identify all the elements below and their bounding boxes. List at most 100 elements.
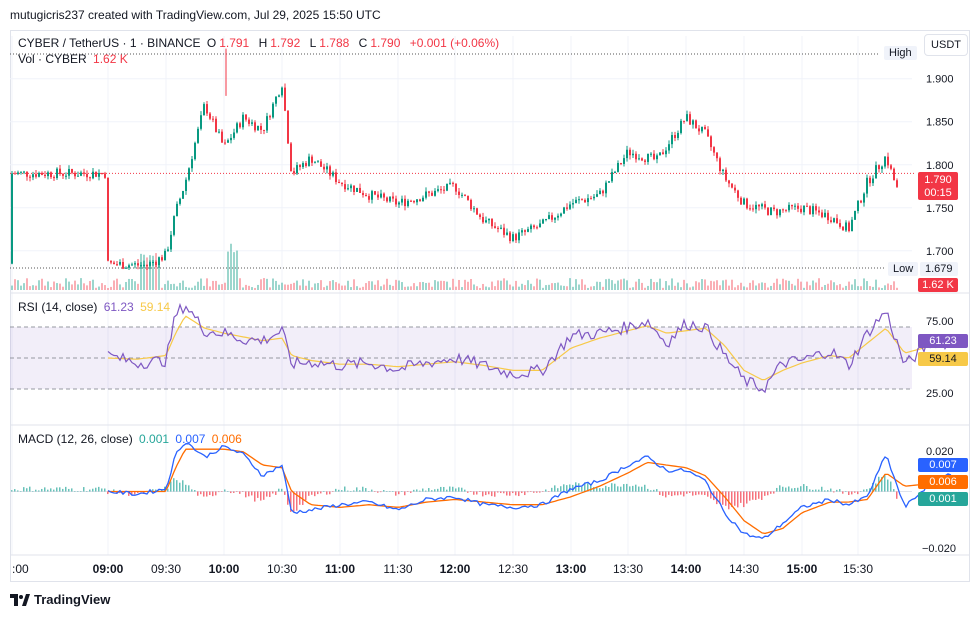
candle-body [524,230,526,232]
candle-body [857,200,859,212]
macd-histogram-bar [209,491,211,496]
macd-histogram-bar [431,490,433,492]
macd-histogram-bar [746,491,748,504]
macd-histogram-bar [755,491,757,500]
open-value: 1.791 [219,36,250,50]
volume-bar [731,279,733,290]
time-tick-label: :00 [12,562,29,576]
symbol-title[interactable]: CYBER / TetherUS · 1 · BINANCE [18,36,201,50]
change-value: +0.001 (+0.06%) [409,36,500,50]
volume-bar [170,284,172,290]
macd-histogram-bar [662,491,664,496]
volume-bar [512,286,514,290]
candle-body [56,168,58,179]
volume-bar [122,287,124,290]
volume-bar [896,287,898,290]
high-value: 1.792 [270,36,301,50]
candle-body [737,190,739,198]
candle-body [425,191,427,198]
macd-histogram-bar [191,489,193,492]
candle-body [725,169,727,181]
currency-button[interactable]: USDT [924,34,968,56]
volume-bars [11,243,898,290]
candle-body [407,200,409,207]
price-axis: 1.700 1.750 1.800 1.850 1.900 [926,74,954,258]
macd-histogram-bar [842,491,844,494]
candle-body [641,158,643,161]
volume-bar [818,278,820,290]
macd-histogram-bar [602,488,604,492]
macd-histogram-bar [833,491,835,493]
macd-histogram-bar [629,486,631,492]
time-axis: :00 09:00 09:30 10:00 10:30 11:00 11:30 12:00 12… [10,554,970,576]
macd-histogram-bar [830,488,832,492]
macd-legend-value: 0.007 [175,432,206,446]
volume-bar [689,287,691,290]
candle-body [257,125,259,131]
candle-body [89,177,91,179]
candle-body [788,204,790,211]
candle-body [179,198,181,204]
candle-body [251,122,253,124]
candle-body [95,171,97,177]
candle-body [854,211,856,220]
macd-histogram-bar [872,482,874,492]
macd-histogram-bar [359,490,361,492]
volume-bar [68,281,70,290]
candle-body [437,189,439,191]
tradingview-logo[interactable]: TradingView [10,592,110,607]
candle-body [428,191,430,193]
macd-histogram-bar [350,490,352,492]
candle-body [860,200,862,203]
volume-bar [884,285,886,290]
volume-bar [284,284,286,290]
macd-histogram-bar [527,491,529,493]
volume-bar [434,280,436,290]
volume-bar [23,283,25,290]
candle-body [821,212,823,218]
volume-bar [752,280,754,290]
volume-bar [566,286,568,290]
macd-histogram-bar [290,491,292,512]
volume-bar [857,286,859,290]
candle-body [185,179,187,191]
volume-bar [851,284,853,290]
candle-body [398,202,400,205]
time-tick-label: 10:00 [209,562,240,576]
macd-histogram-bar [155,489,157,492]
candle-body [230,137,232,141]
macd-histogram-bar [29,486,31,492]
candle-body [626,149,628,159]
macd-histogram-bar [182,480,184,492]
candle-body [134,263,136,265]
candle-body [86,173,88,178]
macd-histogram-bar [701,491,703,495]
macd-histogram-bar [599,488,601,492]
macd-histogram-bar [482,491,484,497]
candle-body [548,215,550,220]
volume-bar [269,287,271,290]
macd-histogram-bar [41,488,43,492]
macd-histogram-bar [221,491,223,492]
price-tick-label: 1.700 [926,246,954,258]
rsi-ma-badge: 59.14 [918,352,968,366]
macd-histogram-bar [869,488,871,492]
volume-bar [488,287,490,290]
volume-bar [815,282,817,290]
candle-body [395,198,397,205]
candle-body [167,249,169,251]
macd-histogram-bar [866,489,868,492]
last-price-badge: 1.790 00:15 [918,172,958,200]
volume-bar [329,281,331,290]
macd-pane [10,424,970,540]
macd-histogram-bar [791,488,793,492]
volume-bar [167,280,169,290]
candle-body [29,176,31,178]
volume-bar [626,280,628,290]
macd-histogram-bar [779,485,781,492]
volume-bar [791,283,793,290]
candle-body [131,264,133,266]
macd-histogram-bar [296,491,298,511]
candle-body [326,166,328,170]
